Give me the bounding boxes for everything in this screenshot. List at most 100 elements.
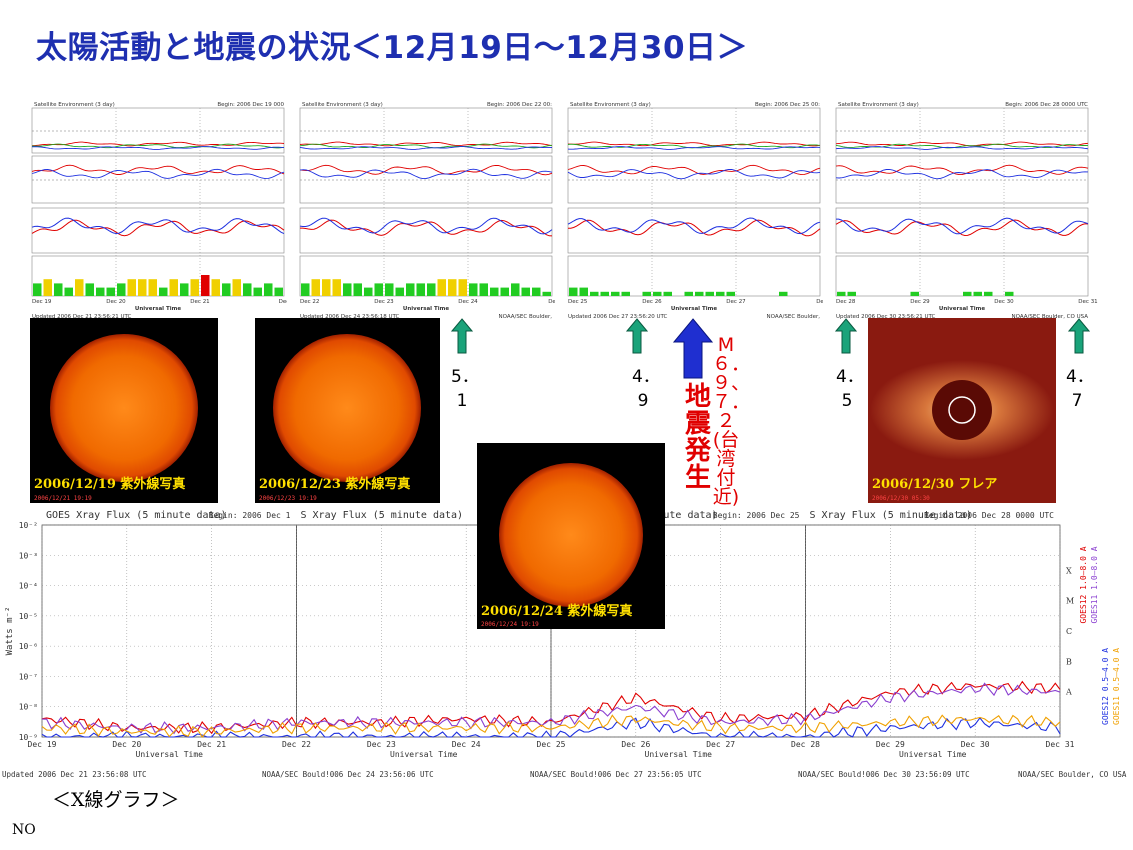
footer-note: NO — [12, 822, 36, 838]
segment-title: S Xray Flux (5 minute data) — [810, 510, 973, 521]
kp-bar — [138, 279, 147, 296]
proton-series — [835, 143, 1089, 149]
kp-bar — [201, 275, 210, 296]
axis-title: Universal Time — [403, 306, 449, 312]
proton-series — [299, 146, 553, 150]
subplot-frame — [567, 107, 821, 154]
y-tick-label: 10⁻⁹ — [19, 733, 38, 742]
proton-series — [299, 141, 553, 147]
xray-flux-chart: 10⁻² 10⁻³ 10⁻⁴ 10⁻⁵ 10⁻⁶ 10⁻⁷ 10⁻⁸ 10⁻⁹ Watts m⁻… — [2, 510, 1127, 779]
legend-entry: GOES12 0.5–4.0 A — [1101, 648, 1110, 725]
day-label: Dec 31 — [1078, 299, 1097, 305]
subplot-frame — [835, 207, 1089, 254]
subplot-frame — [299, 107, 553, 154]
segment-title: S Xray Flux (5 minute data) — [301, 510, 464, 521]
x-tick-label: Dec 19 — [28, 740, 57, 749]
kp-bar — [54, 283, 63, 296]
day-label: Dec 28 — [836, 299, 856, 305]
y-tick-label: 10⁻⁴ — [19, 582, 38, 591]
kp-bar — [569, 287, 578, 296]
kp-bar — [448, 279, 457, 296]
kp-bar — [500, 287, 509, 296]
photo-caption: 2006/12/23 紫外線写真 — [259, 477, 411, 492]
proton-series — [835, 141, 1089, 147]
kp-bar — [343, 283, 352, 296]
chart-footer: NOAA/SEC Bould!006 Dec 27 23:56:05 UTC — [530, 770, 702, 779]
photo-timestamp: 2006/12/24 19:19 — [481, 621, 539, 628]
x-axis-label: Universal Time — [136, 750, 204, 759]
updated-stamp: Updated 2006 Dec 21 23:56:21 UTC — [32, 314, 132, 320]
page-title: 太陽活動と地震の状況＜12月19日～12月30日＞ — [36, 30, 749, 66]
day-label: Dec 20 — [106, 299, 126, 305]
hp-series — [568, 219, 821, 237]
chart-footer: NOAA/SEC Boulder, CO USA — [1018, 770, 1127, 779]
day-label: De — [816, 299, 823, 305]
kp-bar — [96, 287, 105, 296]
sun-image — [50, 334, 198, 482]
subplot-frame — [835, 107, 1089, 154]
satellite-chart-4: Satellite Environment (3 day) Begin: 2006… — [835, 102, 1098, 320]
kp-bar — [416, 283, 425, 296]
axis-title: Universal Time — [671, 306, 717, 312]
kp-bar — [264, 283, 273, 296]
chart-footer: Updated 2006 Dec 21 23:56:08 UTC — [2, 770, 147, 779]
kp-bar — [159, 287, 168, 296]
kp-bar — [180, 283, 189, 296]
kp-bar — [243, 283, 252, 296]
updated-stamp: Updated 2006 Dec 24 23:56:18 UTC — [300, 314, 400, 320]
y-tick-label: 10⁻⁵ — [19, 612, 38, 621]
kp-bar — [705, 291, 714, 296]
kp-value: 5．1 — [451, 367, 479, 411]
xray-series-line — [41, 682, 1061, 735]
xray-series-line — [41, 716, 1061, 738]
kp-bar — [847, 291, 856, 296]
photo-timestamp: 2006/12/23 19:19 — [259, 495, 317, 502]
flare-class-label: M — [1066, 597, 1074, 606]
kp-bar — [427, 283, 436, 296]
kp-bar — [684, 291, 693, 296]
kp-bar — [579, 287, 588, 296]
kp-bar — [232, 279, 241, 296]
x-tick-label: Dec 24 — [452, 740, 481, 749]
kp-bar — [222, 283, 231, 296]
proton-series — [299, 143, 553, 149]
kp-bar — [590, 291, 599, 296]
electron-series — [835, 164, 1089, 176]
x-tick-label: Dec 20 — [112, 740, 141, 749]
y-tick-label: 10⁻⁶ — [19, 642, 38, 651]
segment-title: GOES Xray Flux (5 minute data) — [46, 510, 227, 521]
electron-series — [299, 168, 553, 180]
subplot-frame — [835, 255, 1089, 297]
kp-bar — [274, 287, 283, 296]
kp-bar — [726, 291, 735, 296]
photo-timestamp: 2006/12/21 19:19 — [34, 495, 92, 502]
kp-bar — [85, 283, 94, 296]
subplot-frame — [31, 207, 285, 254]
kp-bar — [190, 279, 199, 296]
photo-caption: 2006/12/24 紫外線写真 — [481, 604, 633, 619]
kp-arrow-icon — [451, 318, 473, 354]
kp-arrow-icon — [835, 318, 857, 354]
kp-arrow-icon — [1068, 318, 1090, 354]
noaa-credit: NOAA/SEC Boulder, CO USA — [1011, 314, 1088, 320]
chart-footer: NOAA/SEC Bould!006 Dec 24 23:56:06 UTC — [262, 770, 434, 779]
noaa-credit: NOAA/SEC Boulder, — [767, 314, 821, 320]
updated-stamp: Updated 2006 Dec 27 23:56:20 UTC — [568, 314, 668, 320]
kp-bar — [1005, 291, 1014, 296]
day-label: Dec — [279, 299, 287, 305]
day-label: Dec 19 — [32, 299, 52, 305]
hp-series — [567, 217, 821, 235]
satellite-panel: Satellite Environment (3 day) Begin: 2006… — [22, 98, 287, 320]
electron-series — [31, 168, 285, 180]
x-tick-label: Dec 25 — [537, 740, 566, 749]
proton-series — [835, 146, 1089, 150]
axis-title: Universal Time — [135, 306, 181, 312]
kp-bar — [364, 287, 373, 296]
kp-value: 4．5 — [836, 367, 864, 411]
flare-class-label: X — [1066, 566, 1072, 575]
x-tick-label: Dec 22 — [282, 740, 311, 749]
chart-footer: NOAA/SEC Bould!006 Dec 30 23:56:09 UTC — [798, 770, 970, 779]
kp-bar — [169, 279, 178, 296]
sun-image — [273, 334, 421, 482]
day-label: Dec 21 — [190, 299, 209, 305]
